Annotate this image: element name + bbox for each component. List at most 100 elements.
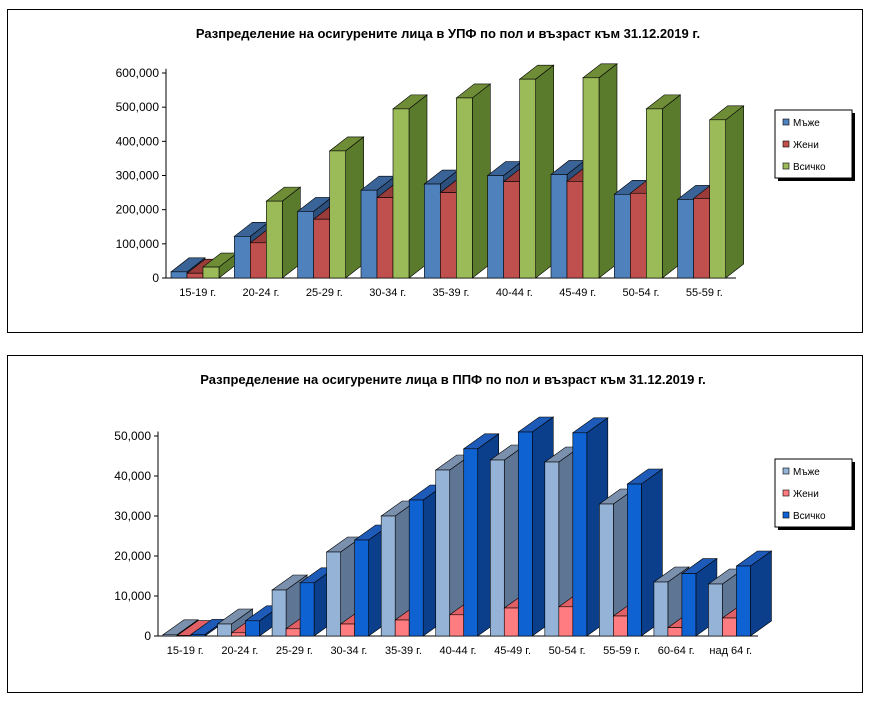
bar-front (271, 589, 287, 637)
bar-front (463, 448, 479, 637)
bar-front (677, 199, 694, 279)
x-tick-label: 30-34 г. (369, 287, 406, 299)
legend-entry: Всичко (793, 162, 826, 173)
x-tick-label: 35-39 г. (433, 287, 470, 299)
y-tick-label: 50,000 (114, 429, 151, 443)
bar-front (544, 461, 560, 637)
bar-front (681, 573, 697, 637)
x-tick-label: 60-64 г. (658, 645, 695, 657)
bar-front (360, 189, 378, 279)
bar (571, 417, 609, 637)
bar-front (297, 211, 314, 279)
bar-front (489, 459, 505, 637)
bar-front (487, 175, 504, 279)
bar-front (435, 469, 451, 637)
bar-front (627, 483, 642, 637)
bar-front (392, 108, 410, 279)
bar-front (708, 583, 723, 637)
bar (518, 64, 555, 279)
legend-entry: Мъже (793, 467, 820, 478)
legend-entry: Мъже (793, 118, 820, 129)
x-tick-label: 15-19 г. (167, 645, 204, 657)
bar-front (582, 77, 600, 279)
chart-panel-upf: Разпределение на осигурените лица в УПФ … (7, 9, 863, 333)
chart-title: Разпределение на осигурените лица в ППФ … (200, 372, 705, 387)
x-tick-label: 20-24 г. (243, 287, 280, 299)
y-tick-label: 100,000 (116, 237, 160, 251)
bar-front (693, 198, 710, 279)
bar-front (440, 192, 457, 279)
bar (626, 468, 664, 637)
bar-front (380, 515, 396, 637)
bar-front (234, 236, 251, 279)
legend-entry: Жени (793, 489, 819, 500)
bar-front (736, 565, 751, 637)
bar-front (630, 192, 647, 279)
bar-front (376, 197, 394, 279)
bar-front (266, 200, 283, 279)
y-tick-label: 40,000 (114, 469, 151, 483)
bar (582, 63, 618, 279)
bar-front (340, 623, 355, 637)
legend-swatch (782, 467, 790, 475)
bar (328, 136, 365, 279)
x-tick-label: 50-54 г. (623, 287, 660, 299)
x-tick-label: 55-59 г. (686, 287, 723, 299)
y-tick-label: 200,000 (116, 203, 160, 217)
legend-swatch (782, 489, 790, 497)
x-tick-label: 55-59 г. (603, 645, 640, 657)
bar-front (285, 628, 301, 637)
x-tick-label: 25-29 г. (276, 645, 313, 657)
y-tick-label: 30,000 (114, 509, 151, 523)
bar (392, 94, 428, 279)
chart-legend: Мъже Жени Всичко (774, 458, 855, 530)
bar-front (245, 620, 260, 637)
bar (202, 252, 238, 279)
bar-front (250, 242, 267, 279)
bar-side (725, 105, 744, 279)
bar-front (653, 581, 669, 637)
x-tick-label: 45-49 г. (559, 287, 596, 299)
bar-front (394, 619, 410, 637)
x-tick-label: 40-44 г. (496, 287, 533, 299)
bar-front (299, 582, 315, 637)
y-tick-label: 300,000 (116, 169, 160, 183)
x-tick-label: 15-19 г. (179, 287, 216, 299)
legend-entry: Жени (793, 140, 819, 151)
bar-front (519, 78, 536, 279)
bar-front (326, 551, 341, 637)
y-tick-label: 0 (144, 629, 151, 643)
chart-title: Разпределение на осигурените лица в УПФ … (196, 26, 700, 41)
bar-front (667, 627, 683, 637)
bar-front (709, 119, 726, 279)
legend-swatch (782, 162, 790, 170)
bar-front (162, 634, 178, 637)
bar-front (558, 606, 574, 637)
bar-front (566, 181, 584, 279)
bar-front (217, 623, 232, 637)
y-tick-label: 20,000 (114, 549, 151, 563)
bar (645, 94, 682, 279)
bar-front (613, 615, 628, 637)
bar-front (503, 607, 519, 637)
bar-front (190, 634, 206, 637)
bar-front (517, 431, 533, 637)
x-tick-label: 30-34 г. (330, 645, 367, 657)
x-tick-label: 45-49 г. (494, 645, 531, 657)
bar-front (614, 193, 631, 279)
y-tick-label: 400,000 (116, 134, 160, 148)
bar-front (550, 174, 568, 279)
bar-front (231, 632, 246, 637)
bar-front (354, 539, 369, 637)
bar-front (449, 614, 465, 637)
bar-front (176, 635, 192, 637)
bar-front (599, 503, 614, 637)
chart-panel-ppf: Разпределение на осигурените лица в ППФ … (7, 355, 863, 693)
bar-front (329, 150, 346, 279)
legend-swatch (782, 140, 790, 148)
bar-front (408, 499, 424, 637)
bar (735, 550, 773, 637)
y-tick-label: 10,000 (114, 589, 151, 603)
x-tick-label: 25-29 г. (306, 287, 343, 299)
bar-front (202, 266, 220, 279)
